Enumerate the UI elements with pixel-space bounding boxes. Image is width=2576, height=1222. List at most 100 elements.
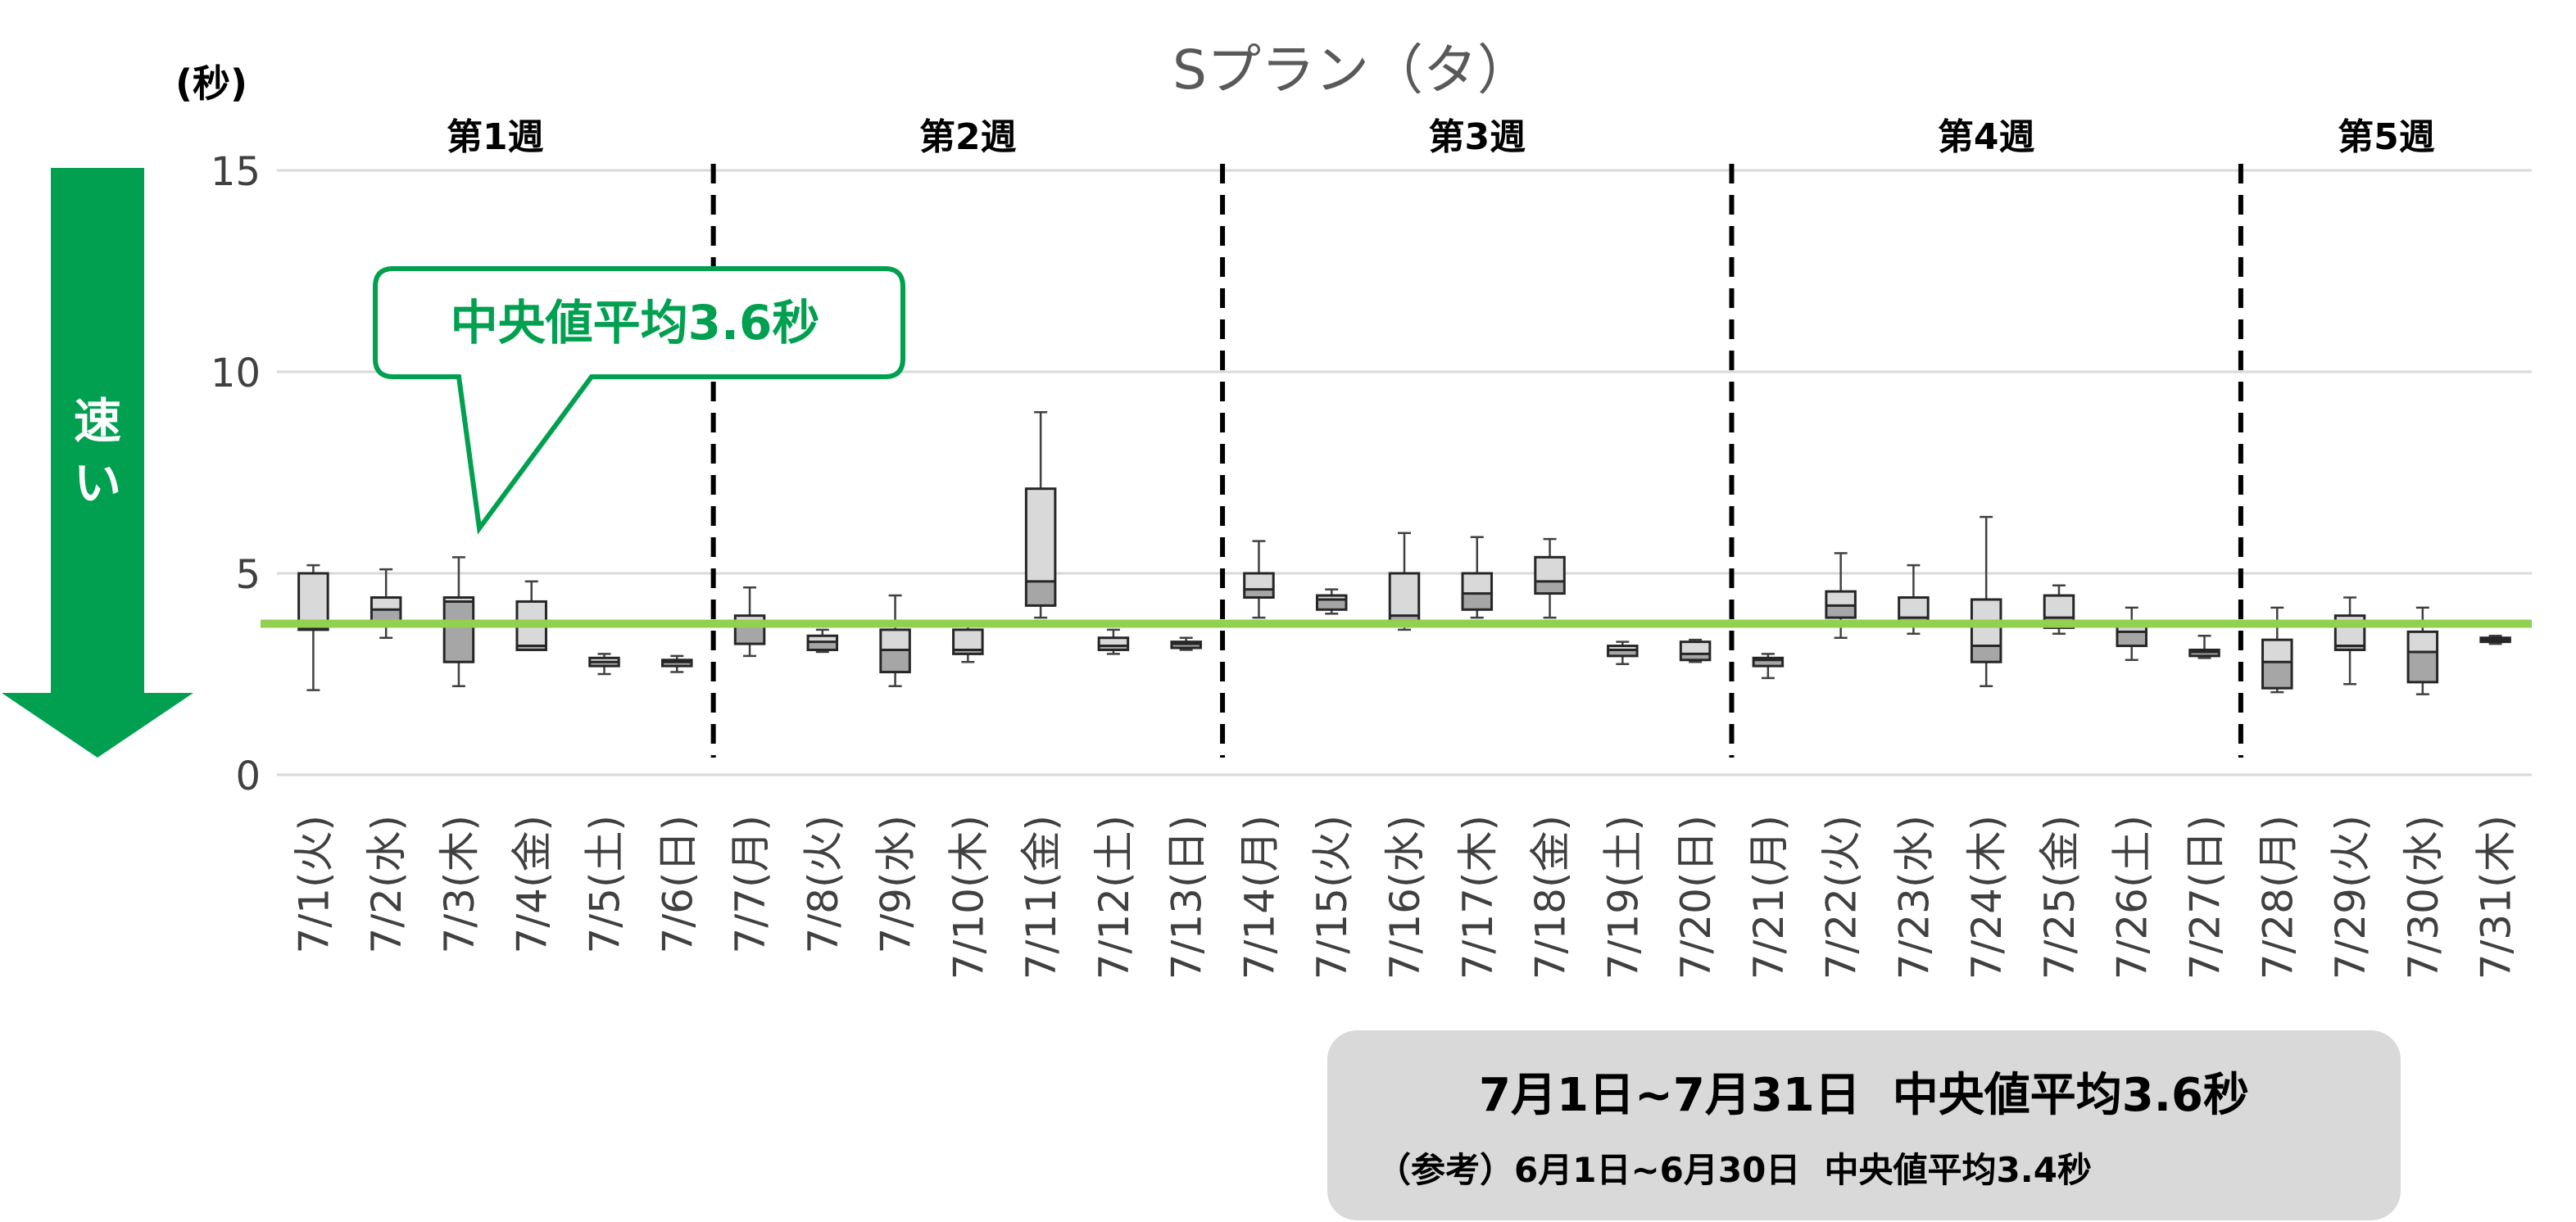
- boxplot-chart: Sプラン（タ） (秒) 第1週 第2週 第3週 第4週 第5週 7/1(火) 7/2(水)…: [2, 38, 2532, 980]
- x-tick-label: 7/16(水): [1381, 815, 1429, 980]
- box-upper-half: [2408, 631, 2438, 652]
- x-tick-label: 7/24(木): [1963, 815, 2011, 980]
- box-upper-half: [880, 629, 910, 650]
- summary-main-text: 7月1日~7月31日 中央値平均3.6秒: [1479, 1069, 2249, 1122]
- y-tick-label: 10: [211, 351, 261, 396]
- x-tick-label: 7/9(水): [873, 815, 920, 953]
- y-tick-label: 0: [235, 754, 261, 799]
- box-lower-half: [1099, 645, 1128, 650]
- x-tick-label: 7/19(土): [1599, 815, 1647, 980]
- week-layer: 第1週 第2週 第3週 第4週 第5週: [447, 116, 2435, 758]
- box-lower-half: [2408, 651, 2438, 682]
- week-label: 第2週: [919, 116, 1017, 158]
- x-tick-label: 7/17(木): [1454, 815, 1502, 980]
- box-lower-half: [662, 662, 692, 667]
- x-tick-label: 7/28(月): [2254, 815, 2302, 980]
- box-1: [370, 568, 402, 639]
- box-5: [661, 654, 693, 673]
- box-lower-half: [880, 649, 910, 672]
- y-tick-label: 5: [235, 552, 261, 598]
- box-upper-half: [1244, 573, 1274, 590]
- box-upper-half: [2262, 640, 2293, 663]
- y-axis-unit-label: (秒): [175, 61, 247, 106]
- down-arrow-icon: [2, 168, 193, 758]
- x-tick-labels: 7/1(火) 7/2(水) 7/3(木) 7/4(金) 7/5(土) 7/6(日) 7/7(…: [290, 815, 2519, 980]
- box-outline: [1243, 572, 1275, 600]
- box-upper-half: [1535, 557, 1565, 582]
- box-layer: [297, 410, 2511, 695]
- box-15: [1388, 532, 1421, 631]
- week-label: 第1週: [447, 116, 544, 158]
- box-outline: [2333, 614, 2366, 651]
- box-lower-half: [1463, 593, 1492, 610]
- grid-layer: [277, 169, 2532, 776]
- box-19: [1679, 638, 1712, 663]
- box-lower-half: [589, 662, 619, 667]
- box-outline: [1024, 487, 1057, 607]
- box-upper-half: [589, 658, 619, 663]
- x-tick-label: 7/30(水): [2400, 815, 2447, 980]
- box-lower-half: [2116, 631, 2147, 646]
- speed-arrow: 速 い: [2, 168, 193, 758]
- x-tick-label: 7/10(木): [945, 815, 992, 980]
- box-upper-half: [1463, 573, 1492, 594]
- box-lower-half: [2335, 645, 2365, 650]
- box-upper-half: [298, 573, 329, 628]
- box-lower-half: [1608, 649, 1638, 656]
- x-tick-label: 7/4(金): [509, 815, 556, 953]
- x-tick-label: 7/5(土): [581, 815, 628, 953]
- x-tick-label: 7/21(月): [1745, 815, 1793, 980]
- box-16: [1461, 536, 1494, 619]
- box-lower-half: [1171, 644, 1201, 649]
- box-lower-half: [808, 641, 837, 650]
- box-upper-half: [1390, 573, 1419, 616]
- box-outline: [442, 596, 475, 663]
- box-upper-half: [1898, 597, 1929, 618]
- x-tick-label: 7/23(水): [1890, 815, 1938, 980]
- x-tick-label: 7/22(火): [1818, 815, 1866, 980]
- box-outline: [297, 572, 329, 631]
- box-lower-half: [1825, 605, 1856, 618]
- box-29: [2406, 606, 2439, 695]
- box-upper-half: [1680, 641, 1710, 654]
- box-upper-half: [1317, 595, 1346, 600]
- box-10: [1024, 410, 1057, 619]
- box-28: [2333, 596, 2366, 686]
- box-outline: [2406, 630, 2439, 684]
- box-7: [806, 628, 839, 654]
- chart-title: Sプラン（タ）: [1172, 38, 1531, 102]
- box-13: [1243, 540, 1275, 619]
- x-tick-label: 7/14(月): [1236, 815, 1283, 980]
- x-tick-label: 7/1(火): [290, 815, 338, 953]
- box-outline: [1752, 656, 1785, 668]
- box-8: [879, 594, 911, 688]
- box-upper-half: [1608, 645, 1638, 650]
- box-20: [1752, 653, 1785, 680]
- x-tick-label: 7/25(金): [2036, 815, 2084, 980]
- box-14: [1315, 588, 1348, 615]
- box-lower-half: [444, 601, 474, 663]
- x-tick-label: 7/6(日): [654, 815, 701, 953]
- box-lower-half: [1026, 581, 1055, 606]
- box-upper-half: [1026, 488, 1055, 582]
- callout-text: 中央値平均3.6秒: [451, 295, 820, 351]
- box-outline: [1315, 594, 1348, 611]
- x-tick-label: 7/11(金): [1018, 815, 1065, 980]
- week-label: 第5週: [2338, 116, 2435, 158]
- box-outline: [1679, 640, 1712, 662]
- box-2: [442, 556, 475, 688]
- box-lower-half: [371, 609, 401, 622]
- x-tick-label: 7/12(土): [1091, 815, 1138, 980]
- x-tick-label: 7/31(木): [2473, 815, 2520, 980]
- x-tick-label: 7/7(月): [727, 815, 774, 953]
- x-tick-label: 7/2(水): [363, 815, 410, 953]
- box-18: [1607, 640, 1639, 665]
- x-tick-label: 7/29(火): [2327, 815, 2374, 980]
- box-17: [1534, 537, 1566, 619]
- x-tick-label: 7/20(日): [1672, 815, 1720, 980]
- box-upper-half: [1825, 591, 1856, 606]
- y-tick-label: 15: [211, 149, 261, 195]
- box-outline: [733, 614, 766, 645]
- x-tick-label: 7/27(日): [2182, 815, 2229, 980]
- box-outline: [952, 628, 984, 655]
